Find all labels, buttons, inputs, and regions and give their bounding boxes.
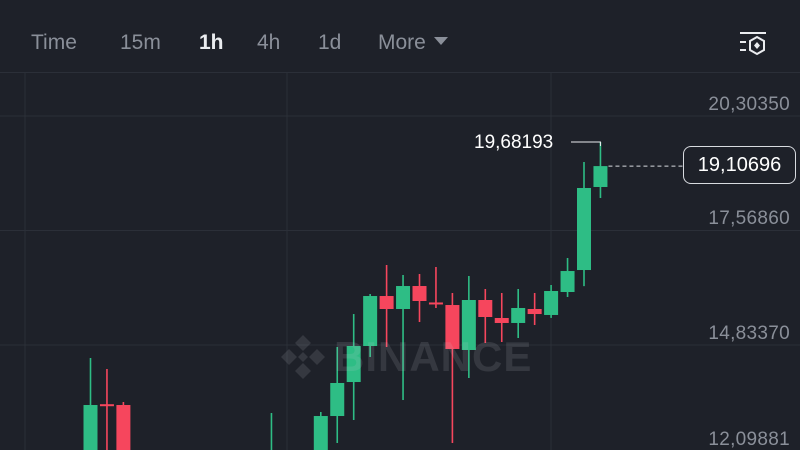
interval-toolbar: Time 15m 1h 4h 1d More — [0, 0, 800, 73]
candle-up — [593, 166, 608, 187]
current-price-tag[interactable]: 19,10696 — [683, 146, 796, 184]
candle-down — [116, 405, 131, 450]
candle-down — [527, 308, 542, 315]
tab-15m[interactable]: 15m — [120, 31, 161, 54]
tab-more-label: More — [378, 31, 426, 54]
candle-down — [428, 302, 443, 305]
candle-up — [511, 307, 526, 323]
candle-up — [330, 382, 345, 417]
candle-down — [99, 404, 114, 407]
candle-up — [346, 346, 361, 383]
candle-down — [478, 299, 493, 317]
candle-up — [560, 271, 575, 293]
candle-up — [363, 296, 378, 347]
tab-4h[interactable]: 4h — [257, 31, 281, 54]
y-tick-label: 14,83370 — [708, 323, 790, 344]
y-tick-label: 20,30350 — [708, 94, 790, 115]
candle-up — [544, 290, 559, 315]
tab-1d[interactable]: 1d — [318, 31, 342, 54]
candle-down — [379, 296, 394, 309]
candle-up — [396, 286, 411, 309]
watermark-text: BINANCE — [334, 333, 533, 380]
candle-up — [577, 187, 591, 271]
candle-up — [83, 405, 98, 450]
high-price-label: 19,68193 — [474, 132, 554, 153]
y-tick-label: 17,56860 — [708, 208, 790, 229]
candle-down — [412, 286, 427, 302]
candle-down — [494, 318, 509, 323]
y-tick-label: 12,09881 — [708, 429, 790, 450]
candle-down — [445, 305, 460, 349]
chart-settings-icon[interactable] — [736, 30, 770, 60]
binance-watermark: BINANCE — [278, 332, 532, 382]
candle-up — [313, 416, 328, 450]
tab-more[interactable]: More — [378, 31, 448, 55]
caret-down-icon — [433, 37, 448, 46]
tab-1h[interactable]: 1h — [199, 31, 224, 54]
high-marker-line — [571, 141, 601, 147]
binance-logo-icon — [281, 335, 325, 379]
tab-time[interactable]: Time — [31, 31, 77, 54]
candle-up — [461, 299, 476, 350]
